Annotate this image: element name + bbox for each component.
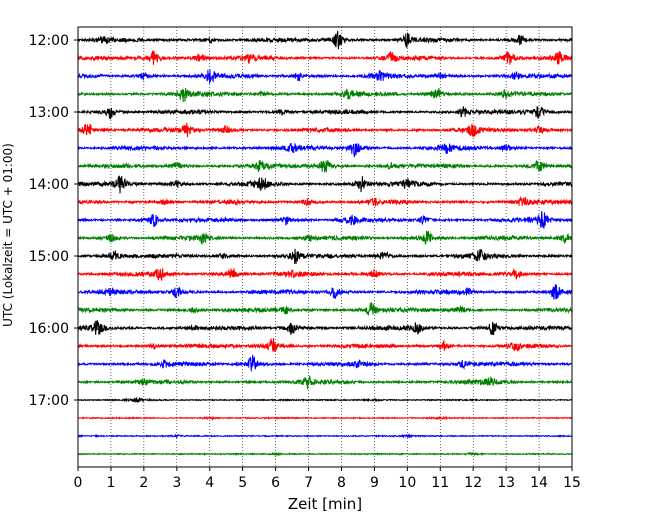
x-tick-label: 3 bbox=[172, 475, 181, 491]
x-tick-label: 6 bbox=[271, 475, 280, 491]
grid-lines bbox=[110, 27, 540, 467]
x-tick-label: 10 bbox=[398, 475, 416, 491]
trace-1515 bbox=[77, 268, 573, 281]
trace-1530 bbox=[77, 284, 573, 300]
trace-1330 bbox=[77, 142, 573, 158]
trace-1445 bbox=[77, 230, 573, 246]
trace-1700 bbox=[77, 397, 573, 404]
x-tick-label: 11 bbox=[431, 475, 449, 491]
seismic-traces bbox=[77, 30, 573, 457]
x-tick-label: 15 bbox=[563, 475, 581, 491]
y-axis-label: UTC (Lokalzeit = UTC + 01:00) bbox=[1, 143, 15, 327]
trace-1500 bbox=[77, 248, 573, 265]
trace-1200 bbox=[77, 30, 573, 50]
plot-frame bbox=[77, 26, 573, 468]
trace-1300 bbox=[77, 106, 573, 120]
trace-1400 bbox=[77, 175, 573, 194]
y-tick-label: 14:00 bbox=[29, 177, 69, 193]
y-tick-label: 13:00 bbox=[29, 105, 69, 121]
x-tick-label: 13 bbox=[497, 475, 515, 491]
y-tick-label: 12:00 bbox=[29, 33, 69, 49]
y-tick-label: 17:00 bbox=[29, 393, 69, 409]
x-tick-label: 4 bbox=[205, 475, 214, 491]
trace-1230 bbox=[77, 69, 573, 84]
y-tick-label: 16:00 bbox=[29, 321, 69, 337]
trace-1745 bbox=[78, 451, 573, 457]
trace-1245 bbox=[77, 87, 573, 103]
y-axis: 12:00 13:00 14:00 15:00 16:00 17:00 bbox=[29, 33, 78, 409]
trace-1630 bbox=[77, 354, 573, 372]
trace-1315 bbox=[77, 122, 573, 138]
trace-1415 bbox=[77, 195, 573, 207]
trace-1430 bbox=[77, 210, 573, 229]
x-tick-label: 14 bbox=[530, 475, 548, 491]
trace-1715 bbox=[77, 415, 573, 421]
x-axis: 0 1 2 3 4 5 6 7 8 9 10 11 12 13 14 15 bbox=[74, 467, 581, 491]
trace-1545 bbox=[77, 302, 573, 316]
trace-1645 bbox=[77, 375, 573, 390]
y-tick-label: 15:00 bbox=[29, 249, 69, 265]
x-axis-label: Zeit [min] bbox=[288, 495, 362, 513]
trace-1215 bbox=[77, 49, 573, 65]
x-tick-label: 1 bbox=[106, 475, 115, 491]
trace-1345 bbox=[77, 159, 573, 173]
x-tick-label: 12 bbox=[464, 475, 482, 491]
x-tick-label: 0 bbox=[74, 475, 83, 491]
x-tick-label: 5 bbox=[238, 475, 247, 491]
x-tick-label: 8 bbox=[337, 475, 346, 491]
trace-1730 bbox=[77, 433, 573, 439]
x-tick-label: 9 bbox=[370, 475, 379, 491]
x-tick-label: 7 bbox=[304, 475, 313, 491]
x-tick-label: 2 bbox=[139, 475, 148, 491]
trace-1615 bbox=[77, 337, 573, 352]
trace-1600 bbox=[77, 320, 573, 336]
